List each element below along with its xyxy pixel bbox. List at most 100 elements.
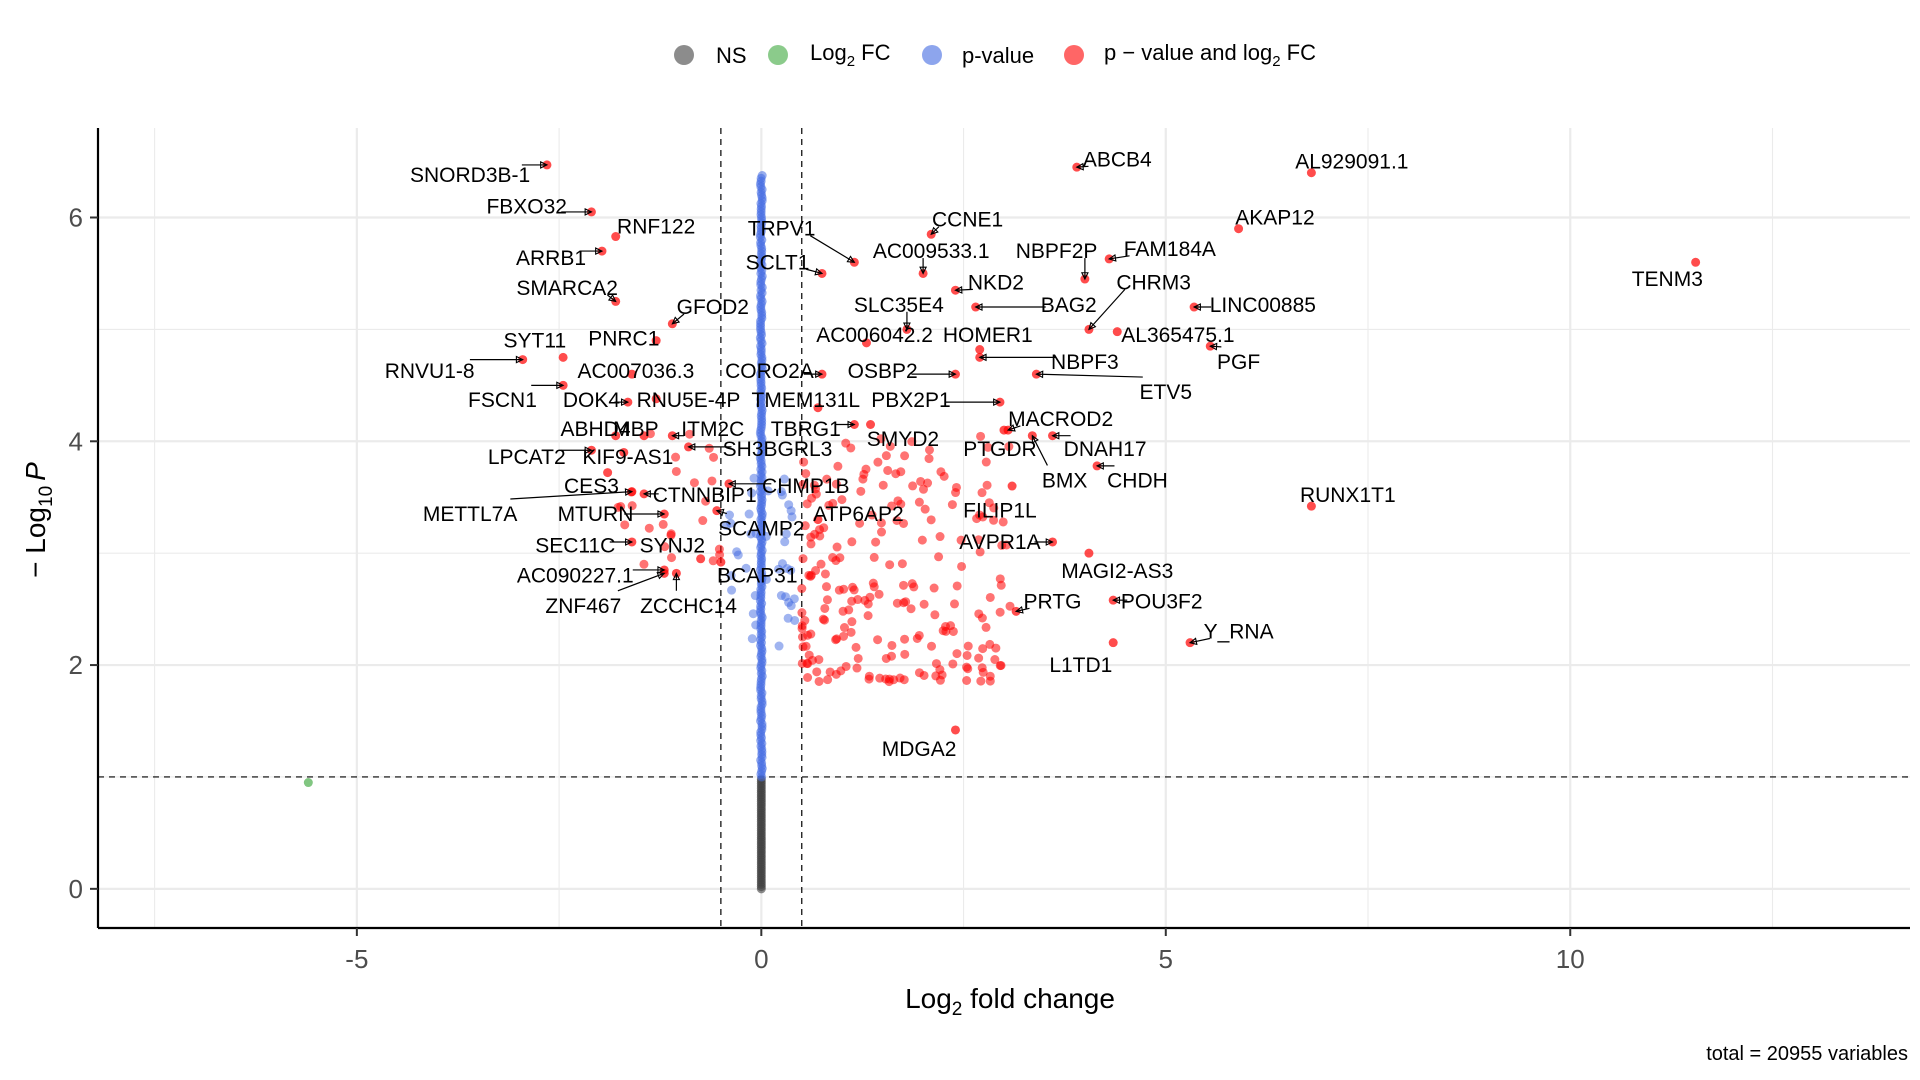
- label-arrowhead: [815, 370, 824, 379]
- x-tick-label: -5: [345, 944, 368, 974]
- point-pvalue: [784, 597, 794, 607]
- point-significant: [651, 394, 661, 404]
- label-arrowhead: [595, 247, 604, 255]
- point-significant: [885, 441, 895, 451]
- point-significant: [846, 627, 856, 637]
- gene-label: TRPV1: [748, 218, 816, 241]
- point-significant: [901, 597, 911, 607]
- point-significant: [926, 515, 936, 525]
- gene-label: RUNX1T1: [1300, 484, 1396, 507]
- point-significant: [989, 503, 999, 513]
- point-significant: [835, 553, 845, 563]
- point-pvalue: [761, 574, 771, 584]
- point-significant: [998, 517, 1008, 527]
- point-significant: [704, 443, 714, 453]
- point-significant: [851, 642, 861, 652]
- point-significant: [806, 571, 816, 581]
- label-arrowhead: [620, 398, 630, 407]
- point-significant: [881, 451, 891, 461]
- point-pvalue: [726, 571, 736, 581]
- point-significant: [803, 659, 813, 669]
- label-arrowhead: [671, 431, 680, 440]
- point-significant: [639, 559, 649, 569]
- point-significant: [815, 525, 825, 535]
- x-tick-label: 5: [1159, 944, 1173, 974]
- point-significant: [800, 521, 810, 531]
- point-significant: [803, 672, 813, 682]
- point-significant: [962, 662, 972, 672]
- y-tick-label: 4: [69, 426, 83, 456]
- gene-label: AC007036.3: [578, 360, 695, 383]
- point-significant: [877, 527, 887, 537]
- point-significant: [715, 550, 725, 560]
- gene-label: ITM2C: [681, 418, 744, 441]
- label-connector: [930, 226, 940, 235]
- x-tick-label: 0: [754, 944, 768, 974]
- point-significant: [611, 431, 621, 441]
- point-pvalue: [751, 620, 761, 630]
- point-significant: [929, 583, 939, 593]
- point-significant: [822, 595, 832, 605]
- gene-label: DOK4: [563, 389, 621, 412]
- legend-key-log2fc: [768, 45, 788, 65]
- label-arrowhead: [1111, 596, 1121, 605]
- gene-label: BAG2: [1041, 294, 1097, 317]
- point-significant: [803, 630, 813, 640]
- label-arrowhead: [1031, 434, 1039, 444]
- label-connector: [617, 572, 665, 592]
- point-significant: [927, 641, 937, 651]
- gene-label: ZCCHC14: [640, 595, 737, 618]
- gene-label: SLC35E4: [854, 294, 944, 317]
- point-pvalue: [747, 634, 757, 644]
- label-connector: [716, 510, 727, 515]
- gene-label: MBP: [613, 418, 659, 441]
- point-significant: [1234, 224, 1244, 234]
- point-significant: [914, 630, 924, 640]
- gene-label: L1TD1: [1049, 654, 1112, 677]
- label-arrowhead: [657, 566, 666, 574]
- point-significant: [823, 675, 833, 685]
- label-arrowhead: [814, 267, 824, 276]
- point-significant: [935, 532, 945, 542]
- label-connector: [1189, 637, 1210, 644]
- point-significant: [937, 670, 947, 680]
- gene-label: PGF: [1217, 351, 1260, 374]
- point-significant: [844, 605, 854, 615]
- point-pvalue: [780, 537, 790, 547]
- gene-label: NBPF3: [1051, 351, 1119, 374]
- point-pvalue: [761, 531, 771, 541]
- point-significant: [1306, 501, 1316, 511]
- point-significant: [917, 535, 927, 545]
- label-connector: [1210, 345, 1222, 348]
- point-significant: [558, 352, 568, 362]
- point-significant: [977, 488, 987, 498]
- label-arrowhead: [948, 370, 957, 379]
- label-arrowhead: [1075, 162, 1084, 171]
- gene-label: ATP6AP2: [813, 503, 904, 526]
- label-arrowhead: [556, 381, 565, 390]
- gene-label: TMEM131L: [752, 389, 861, 412]
- point-significant: [611, 232, 621, 242]
- gene-label: GFOD2: [677, 296, 749, 319]
- gene-label: AC009533.1: [873, 240, 990, 263]
- point-significant: [698, 516, 708, 526]
- point-pvalue: [733, 550, 743, 560]
- point-significant: [990, 655, 1000, 665]
- point-significant: [923, 478, 933, 488]
- point-significant: [853, 653, 863, 663]
- label-connector: [1036, 373, 1143, 378]
- point-pvalue: [777, 559, 787, 569]
- gene-label: LPCAT2: [488, 446, 566, 469]
- point-significant: [812, 667, 822, 677]
- point-significant: [887, 651, 897, 661]
- point-significant: [1007, 481, 1017, 491]
- label-connector: [1031, 435, 1048, 466]
- point-significant: [814, 655, 824, 665]
- point-significant: [666, 530, 676, 540]
- label-arrowhead: [624, 488, 634, 496]
- point-significant: [887, 501, 897, 511]
- y-axis-title: − Log10P: [20, 462, 57, 578]
- point-significant: [855, 518, 865, 528]
- label-arrowhead: [919, 266, 928, 275]
- point-significant: [866, 420, 876, 430]
